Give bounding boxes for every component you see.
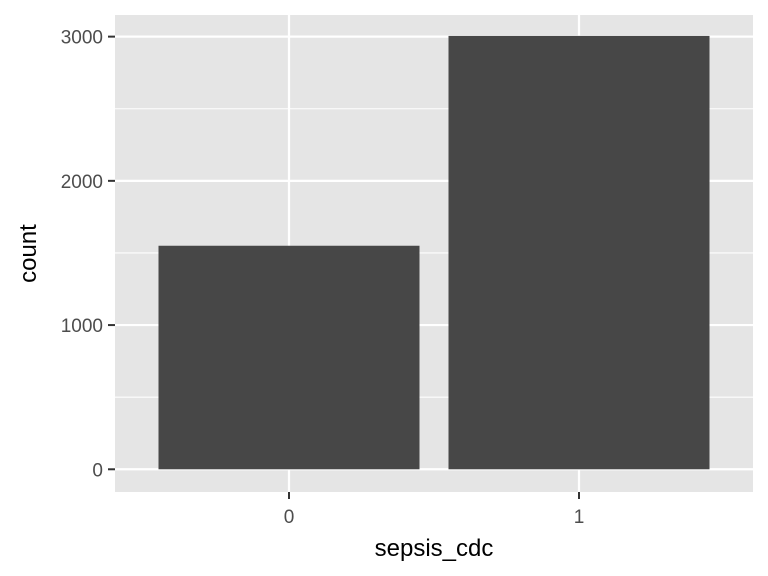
x-tick-label: 0 <box>284 507 295 528</box>
bar-0 <box>158 245 420 470</box>
y-tick-label: 1000 <box>61 316 103 337</box>
y-tick-label: 2000 <box>61 172 103 193</box>
bar-1 <box>448 35 710 470</box>
x-tick-label: 1 <box>574 507 585 528</box>
y-tick-label: 0 <box>92 460 103 481</box>
bars <box>158 35 710 470</box>
y-tick-label: 3000 <box>61 28 103 49</box>
y-axis-title: count <box>15 224 42 283</box>
x-axis-title: sepsis_cdc <box>375 535 494 562</box>
y-axis: 0 1000 2000 3000 <box>61 28 115 481</box>
